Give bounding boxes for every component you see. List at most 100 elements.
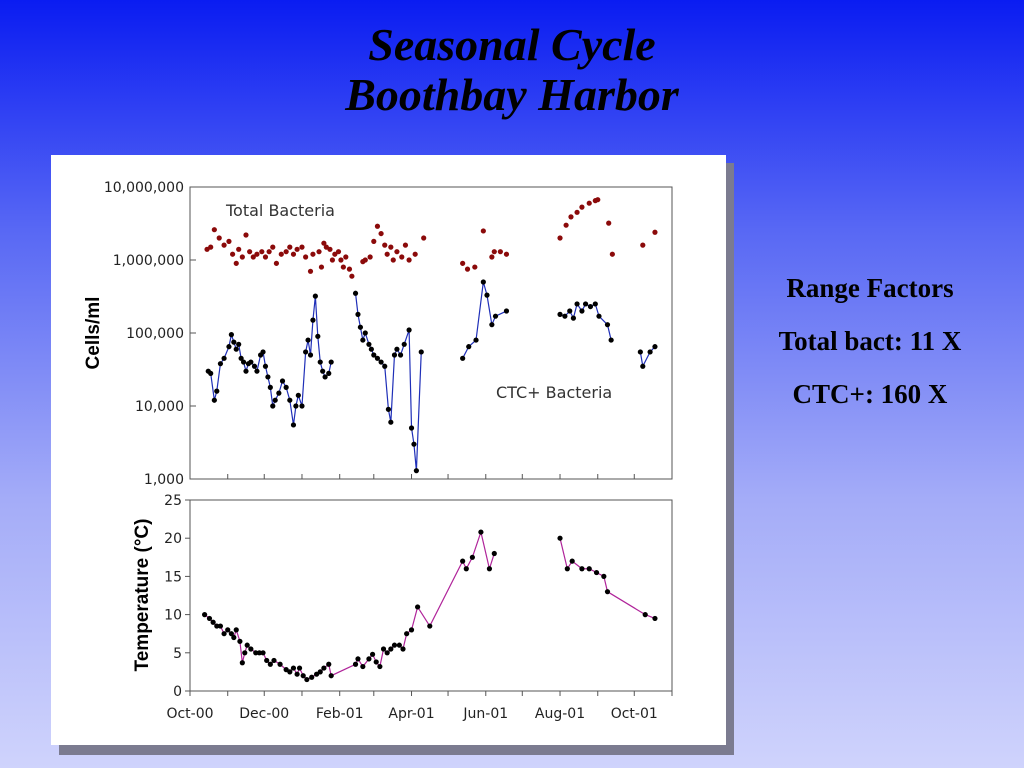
- ctc-bacteria-point: [221, 355, 227, 361]
- temperature-y-tick-label: 20: [164, 531, 182, 547]
- ctc-bacteria-point: [254, 368, 260, 374]
- ctc-bacteria-point: [279, 378, 286, 384]
- total-bacteria-point: [349, 273, 355, 279]
- total-bacteria-point: [480, 228, 486, 234]
- bacteria-y-tick-label: 10,000: [135, 399, 184, 415]
- total-bacteria-point: [259, 249, 265, 255]
- ctc-bacteria-point: [411, 441, 417, 447]
- ctc-bacteria-point: [355, 311, 361, 317]
- temperature-point: [404, 631, 410, 637]
- total-bacteria-point: [609, 251, 615, 257]
- total-bacteria-point: [412, 251, 418, 257]
- ctc-bacteria-point: [579, 308, 585, 314]
- total-bacteria-point: [307, 268, 314, 274]
- total-bacteria-point: [230, 251, 236, 257]
- temperature-point: [400, 646, 406, 652]
- total-bacteria-point: [310, 251, 316, 257]
- temperature-point: [388, 646, 394, 652]
- ctc-bacteria-point: [251, 363, 258, 369]
- ctc-bacteria-point: [397, 352, 404, 358]
- total-bacteria-point: [208, 244, 214, 250]
- ctc-bacteria-point: [267, 384, 273, 390]
- temperature-point: [415, 604, 421, 610]
- total-bacteria-point: [402, 242, 409, 248]
- temperature-point: [256, 650, 262, 656]
- temperature-y-tick-label: 0: [173, 684, 182, 700]
- ctc-bacteria-point: [637, 349, 643, 355]
- ctc-bacteria-point: [473, 337, 479, 343]
- temperature-point: [206, 615, 213, 622]
- ctc-bacteria-point: [276, 390, 282, 396]
- ctc-bacteria-line: [207, 281, 656, 471]
- temperature-point: [326, 661, 332, 667]
- ctc-bacteria-point: [604, 322, 611, 328]
- ctc-bacteria-point: [231, 339, 237, 345]
- temperature-point: [296, 665, 303, 671]
- temperature-point: [300, 673, 306, 679]
- total-bacteria-point: [318, 264, 325, 270]
- total-bacteria-point: [278, 251, 284, 257]
- total-bacteria-point: [460, 260, 466, 266]
- total-bacteria-point: [497, 249, 503, 255]
- total-bacteria-point: [254, 251, 260, 257]
- bacteria-y-axis-label: Cells/ml: [83, 297, 104, 370]
- ctc-bacteria-point: [366, 341, 372, 347]
- total-bacteria-point: [489, 254, 495, 260]
- ctc-bacteria-point: [270, 403, 276, 409]
- ctc-bacteria-point: [640, 363, 646, 369]
- temperature-x-tick-label: Oct-00: [166, 706, 213, 722]
- temperature-point: [264, 657, 270, 664]
- total-bacteria-point: [221, 242, 227, 248]
- total-bacteria-point: [338, 257, 344, 263]
- ctc-bacteria-point: [378, 359, 384, 365]
- ctc-bacteria-point: [592, 301, 598, 307]
- ctc-bacteria-point: [408, 425, 415, 431]
- ctc-bacteria-point: [418, 349, 424, 355]
- temperature-point: [225, 627, 231, 633]
- range-factors-box: Range Factors Total bact: 11 X CTC+: 160…: [740, 268, 1000, 427]
- ctc-line-segment: [639, 346, 656, 369]
- temperature-point: [460, 558, 466, 564]
- ctc-bacteria-point: [248, 359, 254, 365]
- ctc-bacteria-point: [307, 352, 314, 358]
- temperature-point: [642, 612, 648, 618]
- ctc-bacteria-point: [320, 368, 326, 374]
- range-factors-heading: Range Factors: [786, 273, 954, 303]
- slide-title-line-2: Boothbay Harbor: [345, 69, 679, 120]
- total-bacteria-point: [262, 254, 269, 260]
- temperature-point: [260, 650, 266, 656]
- temperature-x-tick-label: Feb-01: [316, 706, 364, 722]
- total-bacteria-point: [343, 254, 349, 260]
- ctc-bacteria-point: [413, 468, 419, 474]
- ctc-bacteria-point: [233, 346, 239, 352]
- temperature-y-tick-label: 10: [164, 608, 182, 624]
- temperature-x-ticks: Oct-00 Dec-00 Feb-01 Apr-01 Jun-01 Aug-01 Oct-…: [166, 691, 673, 722]
- ctc-bacteria-point: [238, 355, 244, 361]
- temperature-point: [231, 634, 237, 641]
- total-bacteria-point: [303, 254, 309, 260]
- ctc-bacteria-point: [211, 397, 217, 403]
- ctc-bacteria-point: [360, 337, 366, 343]
- ctc-bacteria-point: [312, 293, 318, 299]
- temperature-point: [427, 623, 433, 629]
- total-bacteria-point: [340, 264, 346, 270]
- total-bacteria-point: [563, 222, 569, 228]
- temperature-point: [267, 661, 273, 667]
- temperature-point: [391, 642, 398, 648]
- total-bacteria-annotation: Total Bacteria: [225, 201, 335, 220]
- total-bacteria-point: [216, 235, 222, 241]
- temperature-point: [586, 566, 592, 572]
- ctc-bacteria-point: [460, 355, 466, 361]
- ctc-bacteria-point: [401, 341, 407, 347]
- temperature-point: [384, 650, 390, 656]
- temperature-point: [360, 663, 366, 670]
- total-bacteria-point: [239, 254, 245, 260]
- total-bacteria-point: [388, 244, 394, 250]
- ctc-bacteria-point: [305, 337, 311, 343]
- bacteria-chart: 10,000,000 1,000,000 100,000 10,000 1,000 Ce…: [83, 180, 673, 488]
- temperature-x-tick-label: Oct-01: [611, 706, 658, 722]
- ctc-bacteria-point: [391, 352, 398, 358]
- ctc-bacteria-point: [503, 308, 510, 314]
- total-bacteria-point: [399, 254, 405, 260]
- ctc-bacteria-point: [299, 403, 305, 409]
